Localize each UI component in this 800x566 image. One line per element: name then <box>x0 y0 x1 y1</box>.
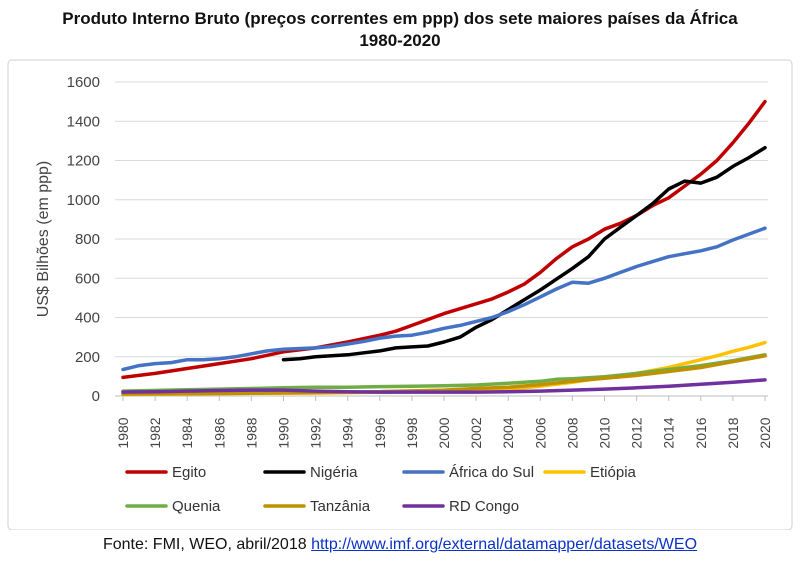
series-line-quenia <box>121 353 767 393</box>
x-tick-label: 1984 <box>179 417 195 448</box>
y-tick-labels: 0 200 400 600 800 1000 1200 1400 1600 <box>67 74 100 405</box>
series-line-nig-ria <box>281 145 767 362</box>
series-line-rd-congo <box>121 378 767 394</box>
x-tick-label: 2016 <box>693 417 709 448</box>
series-line-egito <box>121 99 767 380</box>
x-tick-label: 2014 <box>661 417 677 448</box>
chart-title-line2: 1980-2020 <box>359 31 441 50</box>
x-tick-label: 1990 <box>276 417 292 448</box>
legend-label-tanz-nia: Tanzânia <box>310 498 371 515</box>
legend: Egito Nigéria África do Sul Etiópia Quenia Ta… <box>125 464 637 515</box>
legend-label-quenia: Quenia <box>172 498 221 515</box>
x-tick-label: 2000 <box>436 417 452 448</box>
x-tick-label: 1982 <box>147 417 163 448</box>
x-tick-label: 1994 <box>340 417 356 448</box>
legend-label-nig-ria: Nigéria <box>310 464 358 481</box>
x-tick-label: 1988 <box>243 417 259 448</box>
chart-title-line1: Produto Interno Bruto (preços correntes … <box>62 9 738 28</box>
y-tick-label: 1000 <box>67 192 100 209</box>
y-tick-label: 1600 <box>67 74 100 91</box>
x-tick-label: 2004 <box>500 417 516 448</box>
y-tick-label: 600 <box>75 270 100 287</box>
series-lines <box>121 99 767 397</box>
x-tick-labels: 1980 1982 1984 1986 1988 1990 1992 1994 1996 1998… <box>115 396 773 449</box>
legend-label-egito: Egito <box>172 464 206 481</box>
source-label: Fonte: FMI, WEO, abril/2018 <box>102 536 307 553</box>
x-tick-label: 2010 <box>597 417 613 448</box>
legend-label-eti-pia: Etiópia <box>590 464 637 481</box>
x-tick-label: 1998 <box>404 417 420 448</box>
y-tick-label: 0 <box>92 388 100 405</box>
series-line-tanz-nia <box>121 354 767 396</box>
y-tick-label: 800 <box>75 231 100 248</box>
y-tick-label: 200 <box>75 349 100 366</box>
y-tick-label: 1400 <box>67 113 100 130</box>
x-tick-label: 2012 <box>629 417 645 448</box>
x-tick-label: 2020 <box>757 417 773 448</box>
chart-frame <box>7 59 793 530</box>
legend-label-rd-congo: RD Congo <box>449 498 519 515</box>
x-tick-label: 1992 <box>308 417 324 448</box>
x-tick-label: 2018 <box>725 417 741 448</box>
x-tick-label: 1986 <box>211 417 227 448</box>
y-tick-label: 1200 <box>67 153 100 170</box>
y-axis-label: US$ Bilhões (em ppp) <box>35 161 52 318</box>
x-tick-label: 2006 <box>532 417 548 448</box>
legend-label--frica-do-sul: África do Sul <box>449 464 534 481</box>
x-tick-label: 2008 <box>564 417 580 448</box>
series-line--frica-do-sul <box>121 226 767 372</box>
source-link[interactable]: http://www.imf.org/external/datamapper/d… <box>311 536 698 553</box>
x-tick-label: 1980 <box>115 417 131 448</box>
source-note: Fonte: FMI, WEO, abril/2018 http://www.i… <box>0 536 800 554</box>
y-tick-label: 400 <box>75 310 100 327</box>
x-tick-label: 1996 <box>372 417 388 448</box>
x-tick-label: 2002 <box>468 417 484 448</box>
